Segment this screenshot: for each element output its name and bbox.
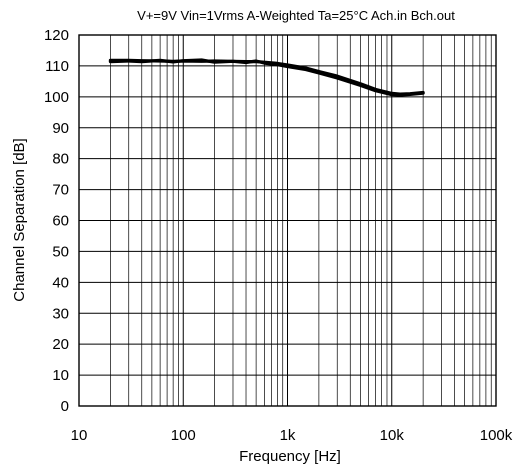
y-axis-label: Channel Separation [dB] (11, 138, 28, 301)
y-tick-label: 30 (52, 305, 69, 322)
y-tick-label: 20 (52, 336, 69, 353)
series-line-2 (108, 58, 425, 97)
x-tick-label: 10 (71, 427, 88, 444)
y-tick-label: 40 (52, 274, 69, 291)
series-layer (108, 58, 425, 97)
y-tick-label: 70 (52, 182, 69, 199)
x-tick-label: 100k (480, 427, 513, 444)
y-tick-label: 80 (52, 151, 69, 168)
plot-frame (78, 34, 497, 407)
y-tick-label: 0 (61, 398, 69, 415)
y-tick-label: 110 (45, 58, 69, 75)
y-tick-label: 120 (44, 27, 69, 44)
y-tick-label: 100 (44, 89, 69, 106)
chart-title: V+=9V Vin=1Vrms A-Weighted Ta=25°C Ach.i… (137, 8, 455, 23)
y-tick-label: 90 (52, 120, 69, 137)
y-tick-label: 10 (52, 367, 69, 384)
y-tick-label: 60 (52, 213, 69, 230)
x-tick-label: 1k (280, 427, 296, 444)
x-tick-labels: 10 100 1k 10k 100k (71, 427, 513, 444)
y-tick-labels: 0 10 20 30 40 50 60 70 80 90 100 110 120 (44, 27, 69, 415)
x-tick-label: 10k (380, 427, 405, 444)
x-tick-label: 100 (171, 427, 196, 444)
y-tick-label: 50 (52, 243, 69, 260)
x-axis-label: Frequency [Hz] (239, 448, 341, 465)
grid (78, 34, 496, 407)
